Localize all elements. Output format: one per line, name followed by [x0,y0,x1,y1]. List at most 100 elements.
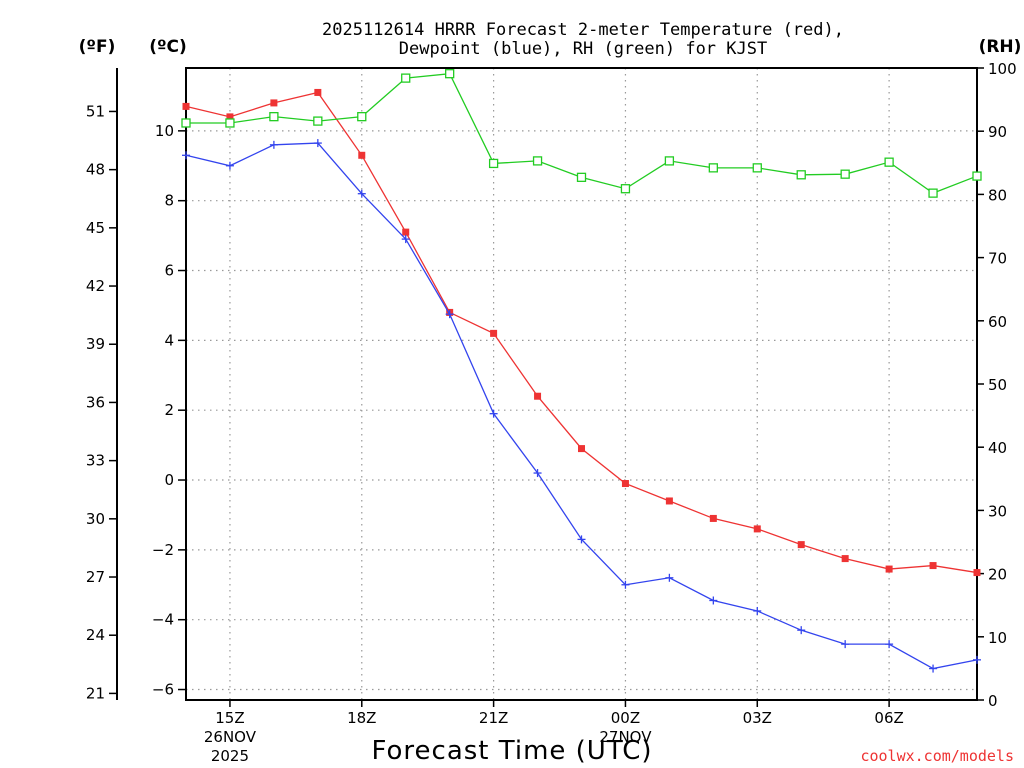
data-point [797,626,806,635]
data-point [488,158,499,169]
fahrenheit-tick-label: 30 [86,510,105,528]
data-point [533,469,542,478]
fahrenheit-tick-label: 51 [86,102,105,120]
data-point [885,640,894,649]
data-point [665,573,674,582]
series-line [185,91,978,574]
rh-tick-label: 40 [988,439,1007,457]
x-tick-date: 27NOV [599,728,652,746]
data-point [709,596,718,605]
rh-tick-label: 10 [988,629,1007,647]
data-point [534,392,542,400]
data-point [840,169,850,179]
fahrenheit-tick-label: 39 [86,335,105,353]
data-point [532,156,543,166]
rh-tick-label: 70 [988,250,1007,268]
credit-link[interactable]: coolwx.com/models [860,747,1014,765]
data-point [401,73,411,83]
data-point [225,118,235,128]
rh-tick-label: 20 [988,566,1007,584]
data-point [402,228,410,236]
celsius-tick-label: 4 [164,331,174,349]
tick-labels: 1086420−2−4−6514845423936333027242110090… [86,60,1017,765]
data-point [226,113,234,121]
celsius-tick-label: 0 [164,471,174,489]
fahrenheit-unit-label: (ºF) [79,37,116,57]
data-point [929,562,937,570]
rh-tick-label: 50 [988,376,1007,394]
data-point [884,157,894,167]
series-dewpoint [182,139,981,673]
data-point [182,151,190,160]
chart-title: 2025112614 HRRR Forecast 2-meter Tempera… [322,20,844,40]
data-point [576,172,587,182]
rh-tick-label: 100 [988,60,1017,78]
data-series [181,69,982,673]
series-rh [181,69,982,198]
data-point [358,151,366,159]
celsius-tick-label: −4 [152,611,174,629]
celsius-tick-label: 6 [164,262,174,280]
celsius-tick-label: 2 [164,401,174,419]
data-point [665,497,673,505]
data-point [885,565,893,573]
fahrenheit-tick-label: 42 [86,277,105,295]
data-point [269,140,278,149]
series-line [185,142,978,670]
data-point [928,188,938,198]
data-point [753,606,762,615]
data-point [709,514,717,522]
data-point [357,189,366,198]
data-point [577,535,586,544]
x-tick-label: 03Z [743,709,772,727]
series-2-meter-temperature [182,88,981,577]
x-tick-date: 26NOV [204,728,257,746]
data-point [841,640,850,649]
x-tick-label: 06Z [874,709,903,727]
data-point [270,99,278,107]
celsius-tick-label: −2 [152,541,174,559]
rh-tick-label: 30 [988,502,1007,520]
plot-axes [109,67,984,707]
data-point [972,171,982,181]
data-point [313,116,323,126]
celsius-tick-label: 8 [164,192,174,210]
data-point [314,88,322,96]
data-point [357,112,367,122]
plot-frame [185,67,978,701]
data-point [489,409,498,418]
data-point [621,480,629,488]
fahrenheit-tick-label: 45 [86,219,105,237]
data-point [445,310,454,319]
data-point [753,525,761,533]
rh-tick-label: 80 [988,186,1007,204]
data-point [313,139,322,148]
x-tick-label: 18Z [347,709,376,727]
data-point [708,163,718,173]
data-point [401,235,410,244]
grid-lines [186,68,977,700]
data-point [797,541,805,549]
data-point [620,184,631,194]
data-point [445,69,455,79]
fahrenheit-tick-label: 21 [86,684,105,702]
rh-tick-label: 60 [988,313,1007,331]
fahrenheit-tick-label: 48 [86,161,105,179]
chart-subtitle: Dewpoint (blue), RH (green) for KJST [399,39,767,59]
data-point [182,102,190,110]
data-point [973,569,981,577]
celsius-unit-label: (ºC) [149,37,187,57]
data-point [269,112,279,122]
rh-tick-label: 90 [988,123,1007,141]
celsius-tick-label: −6 [152,681,174,699]
data-point [490,329,498,337]
x-tick-label: 15Z [215,709,244,727]
data-point [929,664,938,673]
x-tick-year: 2025 [211,747,249,765]
data-point [621,580,630,589]
data-point [664,156,675,166]
data-point [796,170,806,180]
x-tick-label: 00Z [611,709,640,727]
data-point [973,655,981,664]
